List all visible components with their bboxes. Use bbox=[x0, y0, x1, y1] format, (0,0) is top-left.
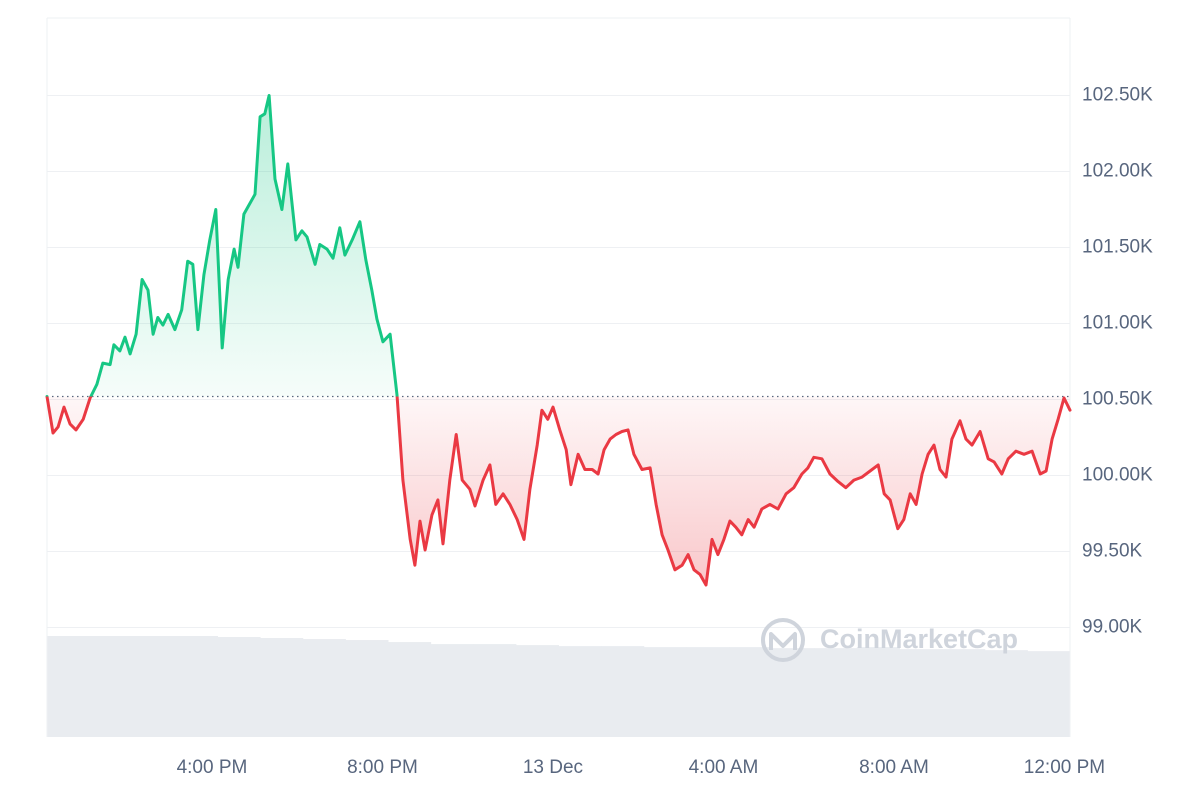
y-tick-label: 100.50K bbox=[1082, 389, 1153, 410]
volume-bar bbox=[686, 647, 730, 737]
volume-bar bbox=[814, 648, 858, 737]
volume-bar bbox=[601, 646, 645, 737]
volume-bar bbox=[558, 646, 602, 737]
plot-layer bbox=[45, 94, 1072, 587]
x-tick-label: 12:00 PM bbox=[1024, 757, 1105, 778]
y-tick-label: 102.50K bbox=[1082, 85, 1153, 106]
volume-bar bbox=[643, 647, 687, 737]
volume-bar bbox=[89, 636, 133, 737]
volume-bar bbox=[174, 636, 218, 737]
volume-bar bbox=[899, 649, 943, 737]
x-tick-label: 4:00 AM bbox=[689, 757, 759, 778]
volume-bar bbox=[771, 648, 815, 737]
y-tick-label: 101.00K bbox=[1082, 313, 1153, 334]
volume-bar bbox=[942, 649, 986, 737]
y-tick-label: 101.50K bbox=[1082, 237, 1153, 258]
watermark-text: CoinMarketCap bbox=[820, 624, 1018, 654]
watermark: CoinMarketCap bbox=[761, 618, 1018, 662]
price-line bbox=[45, 94, 1072, 587]
volume-bar bbox=[302, 639, 346, 737]
x-tick-label: 8:00 PM bbox=[347, 757, 418, 778]
volume-bar bbox=[47, 636, 91, 737]
volume-bar bbox=[473, 644, 517, 737]
x-tick-label: 13 Dec bbox=[523, 757, 583, 778]
volume-bar bbox=[1027, 651, 1071, 737]
volume-layer bbox=[47, 636, 1071, 737]
volume-bar bbox=[430, 644, 474, 737]
watermark-logo-mark bbox=[769, 632, 797, 650]
volume-bar bbox=[515, 645, 559, 737]
volume-bar bbox=[260, 638, 304, 737]
volume-bar bbox=[217, 637, 261, 737]
y-tick-label: 102.00K bbox=[1082, 161, 1153, 182]
volume-bar bbox=[345, 640, 389, 737]
y-tick-label: 100.00K bbox=[1082, 465, 1153, 486]
y-tick-label: 99.50K bbox=[1082, 541, 1143, 562]
volume-bar bbox=[856, 647, 900, 737]
volume-bar bbox=[132, 636, 176, 737]
volume-bar bbox=[388, 642, 432, 737]
x-tick-label: 4:00 PM bbox=[177, 757, 248, 778]
watermark-logo bbox=[761, 618, 805, 662]
volume-bar bbox=[729, 647, 773, 737]
x-tick-label: 8:00 AM bbox=[859, 757, 929, 778]
y-tick-label: 99.00K bbox=[1082, 617, 1143, 638]
volume-bar bbox=[984, 650, 1028, 737]
price-area bbox=[47, 95, 1070, 585]
axis-layer: 99.00K 99.50K 100.00K 100.50K 101.00K 101.50K… bbox=[177, 85, 1154, 778]
